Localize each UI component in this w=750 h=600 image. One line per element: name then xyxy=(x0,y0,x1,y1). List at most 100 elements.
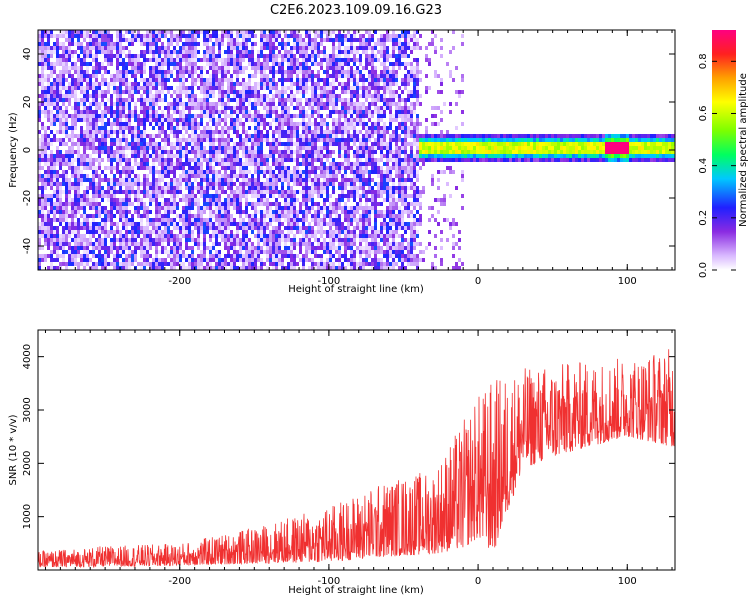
spectrogram-cell xyxy=(173,258,176,262)
spectrogram-cell xyxy=(176,102,179,106)
spectrogram-cell xyxy=(227,98,230,102)
spectrogram-cell xyxy=(62,234,65,238)
spectrogram-cell xyxy=(188,102,191,106)
spectrogram-cell xyxy=(164,226,167,230)
spectrogram-cell xyxy=(152,58,155,62)
spectrogram-cell xyxy=(305,102,308,106)
spectrogram-cell xyxy=(299,226,302,230)
spectrogram-cell xyxy=(206,246,209,250)
spectrogram-cell xyxy=(86,106,89,110)
spectrogram-cell xyxy=(65,250,68,254)
spectrogram-cell xyxy=(203,206,206,210)
spectrogram-cell xyxy=(221,66,224,70)
spectrogram-cell xyxy=(242,110,245,114)
spectrogram-cell xyxy=(263,198,266,202)
spectrogram-cell xyxy=(290,150,293,154)
spectrogram-cell xyxy=(218,138,221,142)
spectrogram-cell xyxy=(113,214,116,218)
spectrogram-cell xyxy=(92,178,95,182)
spectrogram-cell xyxy=(221,162,224,166)
spectrogram-cell xyxy=(62,262,65,266)
spectrogram-cell xyxy=(335,142,338,146)
spectrogram-cell xyxy=(326,154,329,158)
spectrogram-cell xyxy=(200,30,203,34)
spectrogram-cell xyxy=(122,190,125,194)
spectrogram-cell xyxy=(143,118,146,122)
spectrogram-cell xyxy=(215,214,218,218)
spectrogram-cell xyxy=(308,130,311,134)
spectrogram-cell xyxy=(191,246,194,250)
spectrogram-cell xyxy=(332,202,335,206)
spectrogram-cell xyxy=(119,238,122,242)
spectrogram-cell xyxy=(125,242,128,246)
spectrogram-cell xyxy=(173,254,176,258)
spectrogram-cell xyxy=(281,126,284,130)
spectrogram-cell xyxy=(50,186,53,190)
spectrogram-cell xyxy=(269,54,272,58)
spectrogram-cell xyxy=(83,62,86,66)
spectrogram-cell xyxy=(98,178,101,182)
spectrogram-cell xyxy=(104,114,107,118)
spectrogram-cell xyxy=(215,138,218,142)
spectrogram-cell xyxy=(59,70,62,74)
spectrogram-cell xyxy=(44,62,47,66)
spectrogram-cell xyxy=(155,190,158,194)
spectrogram-cell xyxy=(308,34,311,38)
spectrogram-cell xyxy=(182,30,185,34)
spectrogram-cell xyxy=(41,110,44,114)
spectrogram-cell xyxy=(92,234,95,238)
spectrogram-cell xyxy=(191,94,194,98)
spectrogram-cell xyxy=(164,134,167,138)
spectrogram-cell xyxy=(251,190,254,194)
spectrogram-cell xyxy=(50,222,53,226)
spectrogram-cell xyxy=(140,206,143,210)
spectrogram-cell xyxy=(338,34,341,38)
spectrogram-cell xyxy=(113,178,116,182)
spectrogram-cell xyxy=(122,182,125,186)
spectrogram-cell xyxy=(176,86,179,90)
spectrogram-cell xyxy=(53,174,56,178)
spectrogram-cell xyxy=(296,146,299,150)
spectrogram-cell xyxy=(68,198,71,202)
spectrogram-cell xyxy=(83,206,86,210)
spectrogram-cell xyxy=(218,170,221,174)
spectrogram-cell xyxy=(347,198,350,202)
spectrogram-cell xyxy=(248,158,251,162)
spectrogram-cell xyxy=(161,190,164,194)
spectrogram-cell xyxy=(44,114,47,118)
spectrogram-cell xyxy=(152,30,155,34)
spectrogram-cell xyxy=(224,202,227,206)
spectrogram-cell xyxy=(287,246,290,250)
spectrogram-cell xyxy=(176,74,179,78)
spectrogram-cell xyxy=(128,70,131,74)
spectrogram-cell xyxy=(305,202,308,206)
spectrogram-cell xyxy=(305,150,308,154)
spectrogram-cell xyxy=(269,38,272,42)
spectrogram-cell xyxy=(197,170,200,174)
spectrogram-cell xyxy=(296,226,299,230)
spectrogram-cell xyxy=(179,234,182,238)
spectrogram-cell xyxy=(56,102,59,106)
spectrogram-cell xyxy=(305,98,308,102)
spectrogram-cell xyxy=(65,46,68,50)
spectrogram-cell xyxy=(197,266,200,270)
spectrogram-cell xyxy=(179,186,182,190)
spectrogram-cell xyxy=(65,38,68,42)
spectrogram-cell xyxy=(245,82,248,86)
spectrogram-cell xyxy=(128,210,131,214)
spectrogram-cell xyxy=(323,78,326,82)
spectrogram-cell xyxy=(59,206,62,210)
spectrogram-cell xyxy=(290,74,293,78)
spectrogram-cell xyxy=(305,130,308,134)
spectrogram-cell xyxy=(251,206,254,210)
spectrogram-cell xyxy=(305,46,308,50)
spectrogram-cell xyxy=(125,74,128,78)
spectrogram-cell xyxy=(215,158,218,162)
spectrogram-cell xyxy=(338,142,341,146)
spectrogram-cell xyxy=(248,178,251,182)
spectrogram-cell xyxy=(347,122,350,126)
spectrogram-cell xyxy=(38,54,41,58)
spectrogram-cell xyxy=(239,70,242,74)
spectrogram-cell xyxy=(185,218,188,222)
spectrogram-cell xyxy=(149,50,152,54)
